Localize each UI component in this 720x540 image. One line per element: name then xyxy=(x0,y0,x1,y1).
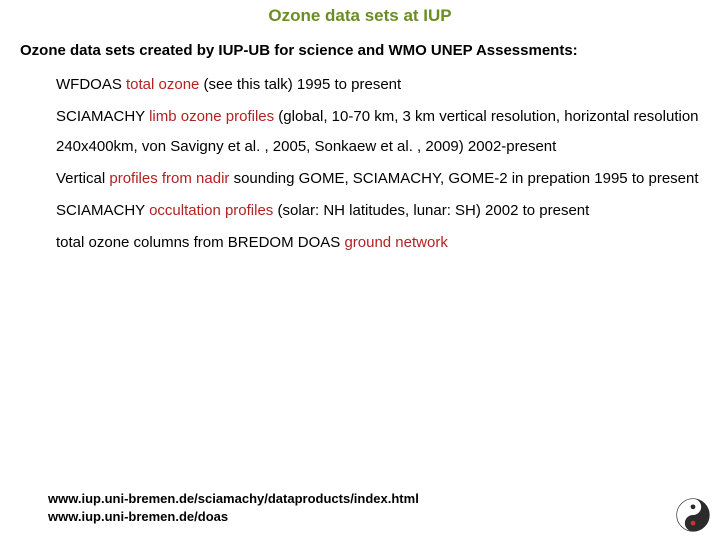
footer-links: www.iup.uni-bremen.de/sciamachy/dataprod… xyxy=(48,490,419,526)
body-text: Vertical xyxy=(56,170,109,187)
highlight-text: limb ozone profiles xyxy=(149,108,274,125)
bullet-list: WFDOAS total ozone (see this talk) 1995 … xyxy=(0,70,720,258)
bullet-item: WFDOAS total ozone (see this talk) 1995 … xyxy=(28,70,700,100)
body-text: (solar: NH latitudes, lunar: SH) 2002 to… xyxy=(273,202,589,219)
highlight-text: ground network xyxy=(344,234,447,251)
body-text: SCIAMACHY xyxy=(56,108,149,125)
slide-title: Ozone data sets at IUP xyxy=(0,0,720,26)
body-text: sounding GOME, SCIAMACHY, GOME-2 in prep… xyxy=(229,170,698,187)
footer-link: www.iup.uni-bremen.de/sciamachy/dataprod… xyxy=(48,490,419,508)
intro-text: Ozone data sets created by IUP-UB for sc… xyxy=(0,26,720,66)
bullet-item: Vertical profiles from nadir sounding GO… xyxy=(28,164,700,194)
bullet-item: SCIAMACHY occultation profiles (solar: N… xyxy=(28,196,700,226)
footer-link: www.iup.uni-bremen.de/doas xyxy=(48,508,419,526)
body-text: SCIAMACHY xyxy=(56,202,149,219)
body-text: (see this talk) 1995 to present xyxy=(199,76,401,93)
bullet-item: total ozone columns from BREDOM DOAS gro… xyxy=(28,228,700,258)
slide: Ozone data sets at IUP Ozone data sets c… xyxy=(0,0,720,540)
yin-yang-icon xyxy=(676,498,710,532)
bullet-item: SCIAMACHY limb ozone profiles (global, 1… xyxy=(28,102,700,162)
body-text: total ozone columns from BREDOM DOAS xyxy=(56,234,344,251)
highlight-text: profiles from nadir xyxy=(109,170,229,187)
highlight-text: total ozone xyxy=(126,76,199,93)
highlight-text: occultation profiles xyxy=(149,202,273,219)
body-text: WFDOAS xyxy=(56,76,126,93)
